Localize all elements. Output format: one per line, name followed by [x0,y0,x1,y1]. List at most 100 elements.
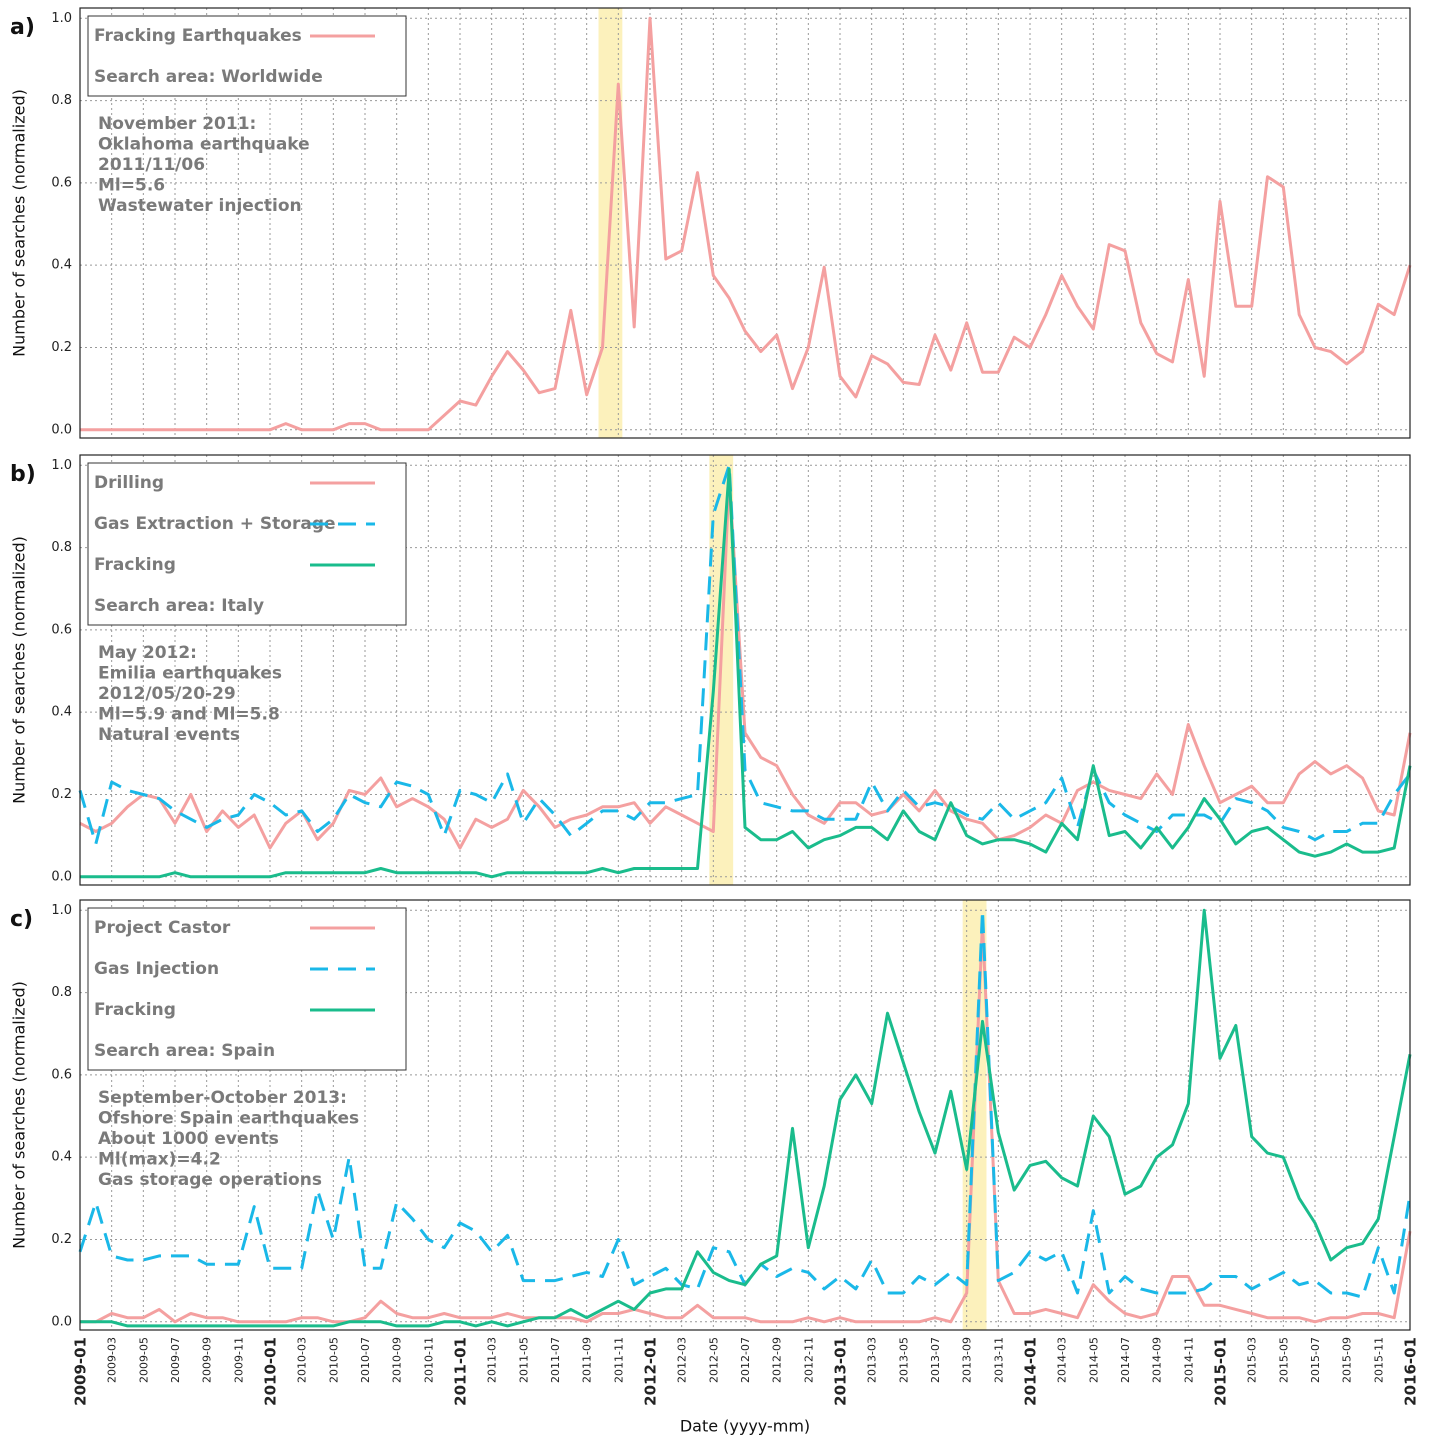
y-tick-label: 0.2 [51,340,72,355]
y-axis-label: Number of searches (normalized) [10,89,29,357]
x-tick-label: 2013-03 [866,1337,879,1383]
x-tick-label: 2012-09 [771,1337,784,1383]
series-line [80,467,1412,879]
annotation: Emilia earthquakes [98,664,282,684]
series-line [80,921,1412,1324]
x-tick-label: 2015-09 [1341,1337,1354,1383]
x-tick-label: 2013-05 [897,1337,910,1383]
panel-label: a) [10,15,35,40]
y-tick-label: 0.0 [51,1314,72,1329]
x-tick-label: 2016-01 [1402,1337,1420,1406]
x-tick-label: 2009-01 [72,1337,90,1406]
x-tick-label: 2015-03 [1246,1337,1259,1383]
x-tick-label: 2011-09 [581,1337,594,1383]
x-tick-label: 2011-03 [486,1337,499,1383]
x-tick-label: 2009-03 [106,1337,119,1383]
x-tick-label: 2012-05 [707,1337,720,1383]
x-tick-label: 2011-07 [549,1337,562,1383]
legend-label: Drilling [94,473,164,493]
x-tick-label: 2009-07 [169,1337,182,1383]
legend-label: Fracking [94,555,176,575]
annotation: Natural events [98,725,240,745]
x-tick-label: 2014-03 [1056,1337,1069,1383]
plot-border [79,7,1411,439]
legend-label: Gas Extraction + Storage [94,514,336,534]
y-tick-label: 0.0 [51,422,72,437]
legend-label: Project Castor [94,918,231,938]
search-area: Search area: Italy [94,596,264,616]
y-tick-label: 0.8 [51,540,72,555]
x-tick-label: 2010-07 [359,1337,372,1383]
x-tick-label: 2011-01 [452,1337,470,1406]
y-tick-label: 0.4 [51,258,72,273]
x-tick-label: 2012-11 [802,1337,815,1383]
y-tick-label: 0.4 [51,705,72,720]
x-tick-label: 2013-11 [992,1337,1005,1383]
y-tick-label: 1.0 [51,458,72,473]
legend-box [87,462,407,626]
legend-label: Fracking [94,1000,176,1020]
x-tick-label: 2012-03 [676,1337,689,1383]
x-tick-label: 2010-01 [262,1337,280,1406]
y-axis-label: Number of searches (normalized) [10,536,29,804]
y-axis-label: Number of searches (normalized) [10,981,29,1249]
annotation: 2011/11/06 [98,155,205,175]
y-tick-label: 0.6 [51,1067,72,1082]
annotation: Ml=5.6 [98,176,165,196]
x-tick-label: 2010-03 [296,1337,309,1383]
panel-label: b) [10,462,36,487]
annotation: November 2011: [98,114,256,134]
annotation: Ofshore Spain earthquakes [98,1109,359,1129]
x-tick-label: 2014-09 [1151,1337,1164,1383]
y-tick-label: 1.0 [51,903,72,918]
annotation: About 1000 events [98,1129,279,1149]
legend-box [87,907,407,1071]
x-tick-label: 2013-09 [961,1337,974,1383]
x-tick-label: 2009-05 [137,1337,150,1383]
x-tick-label: 2014-11 [1182,1337,1195,1383]
x-tick-label: 2014-05 [1087,1337,1100,1383]
x-tick-label: 2015-05 [1277,1337,1290,1383]
y-tick-label: 0.8 [51,93,72,108]
series-line [78,463,1412,846]
plot-border [79,454,1411,886]
annotation: September-October 2013: [98,1088,347,1108]
y-tick-label: 0.6 [51,175,72,190]
annotation: Ml(max)=4.2 [98,1150,221,1170]
x-tick-label: 2009-09 [201,1337,214,1383]
y-tick-label: 1.0 [51,11,72,26]
y-tick-label: 0.2 [51,1232,72,1247]
x-tick-label: 2010-05 [327,1337,340,1383]
plot-border [79,899,1411,1331]
y-tick-label: 0.4 [51,1150,72,1165]
x-tick-label: 2012-01 [642,1337,660,1406]
series-line [80,16,1412,432]
annotation: May 2012: [98,643,197,663]
x-tick-label: 2015-11 [1372,1337,1385,1383]
x-tick-label: 2013-01 [832,1337,850,1406]
x-tick-label: 2015-07 [1309,1337,1322,1383]
y-tick-label: 0.6 [51,622,72,637]
x-tick-label: 2014-01 [1022,1337,1040,1406]
legend-label: Gas Injection [94,959,219,979]
x-tick-label: 2011-05 [517,1337,530,1383]
annotation: Wastewater injection [98,196,302,216]
y-tick-label: 0.8 [51,985,72,1000]
x-tick-label: 2010-11 [422,1337,435,1383]
annotation: Gas storage operations [98,1170,322,1190]
x-tick-label: 2010-09 [391,1337,404,1383]
x-tick-label: 2013-07 [929,1337,942,1383]
y-tick-label: 0.2 [51,787,72,802]
annotation: 2012/05/20-29 [98,684,236,704]
x-tick-label: 2015-01 [1212,1337,1230,1406]
x-tick-label: 2012-07 [739,1337,752,1383]
x-axis-label: Date (yyyy-mm) [680,1417,810,1436]
series-line [80,908,1412,1328]
panel-label: c) [10,907,33,932]
annotation: Oklahoma earthquake [98,135,310,155]
x-tick-label: 2014-07 [1119,1337,1132,1383]
legend-label: Fracking Earthquakes [94,26,302,46]
y-tick-label: 0.0 [51,869,72,884]
legend-box [87,15,407,97]
